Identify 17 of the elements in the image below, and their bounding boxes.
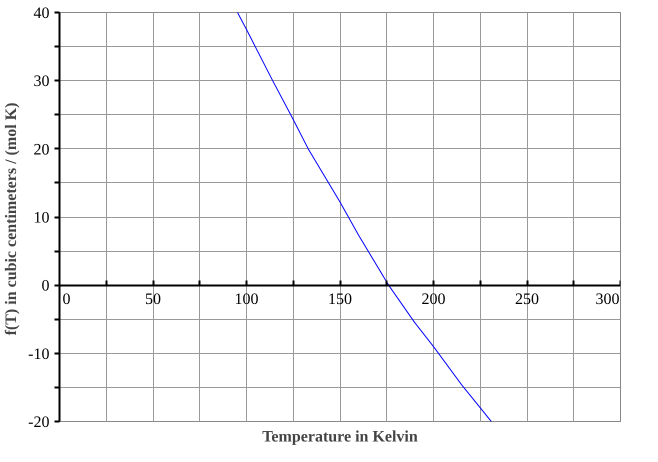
y-tick-label: 10	[34, 210, 50, 226]
x-tick-label: 50	[145, 291, 161, 308]
x-tick-label: 200	[422, 291, 446, 308]
x-tick-label: 300	[596, 291, 620, 308]
line-series	[237, 12, 492, 422]
y-tick-label: 0	[42, 278, 50, 295]
x-tick-label: 100	[234, 291, 258, 308]
y-tick-label: -20	[28, 414, 50, 431]
y-axis-title: f(T) in cubic centimeters / (mol K)	[3, 102, 20, 336]
y-tick-label: 30	[34, 73, 50, 90]
y-tick-label: 20	[34, 141, 50, 158]
x-tick-label: 0	[62, 291, 70, 308]
x-axis-title: Temperature in Kelvin	[262, 428, 418, 446]
x-tick-label: 250	[515, 291, 539, 308]
y-tick-label: -10	[28, 346, 50, 363]
x-tick-label: 150	[328, 291, 352, 308]
y-tick-label: 40	[34, 5, 50, 22]
